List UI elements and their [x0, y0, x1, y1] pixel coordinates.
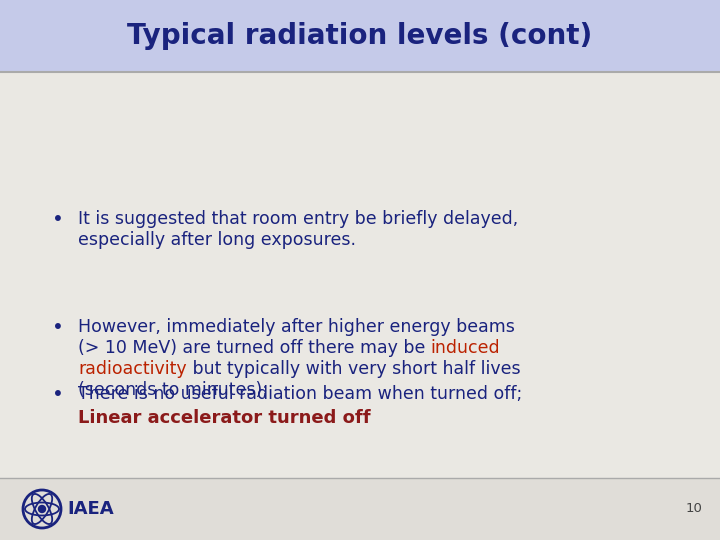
Text: IAEA: IAEA — [67, 500, 114, 518]
Text: induced: induced — [431, 339, 500, 357]
Text: •: • — [52, 210, 64, 229]
FancyBboxPatch shape — [0, 0, 720, 72]
Text: but typically with very short half lives: but typically with very short half lives — [186, 360, 521, 378]
Text: radioactivity: radioactivity — [78, 360, 186, 378]
FancyBboxPatch shape — [0, 478, 720, 540]
Text: (seconds to minutes);: (seconds to minutes); — [78, 381, 268, 399]
Text: •: • — [52, 385, 64, 404]
Text: Typical radiation levels (cont): Typical radiation levels (cont) — [127, 22, 593, 50]
Text: especially after long exposures.: especially after long exposures. — [78, 231, 356, 249]
Text: Linear accelerator turned off: Linear accelerator turned off — [78, 409, 371, 427]
Text: However, immediately after higher energy beams: However, immediately after higher energy… — [78, 318, 515, 336]
Text: There is no useful radiation beam when turned off;: There is no useful radiation beam when t… — [78, 385, 522, 403]
Text: 10: 10 — [685, 503, 702, 516]
Text: It is suggested that room entry be briefly delayed,: It is suggested that room entry be brief… — [78, 210, 518, 228]
Text: (> 10 MeV) are turned off there may be: (> 10 MeV) are turned off there may be — [78, 339, 431, 357]
Text: •: • — [52, 318, 64, 337]
Circle shape — [38, 505, 45, 512]
